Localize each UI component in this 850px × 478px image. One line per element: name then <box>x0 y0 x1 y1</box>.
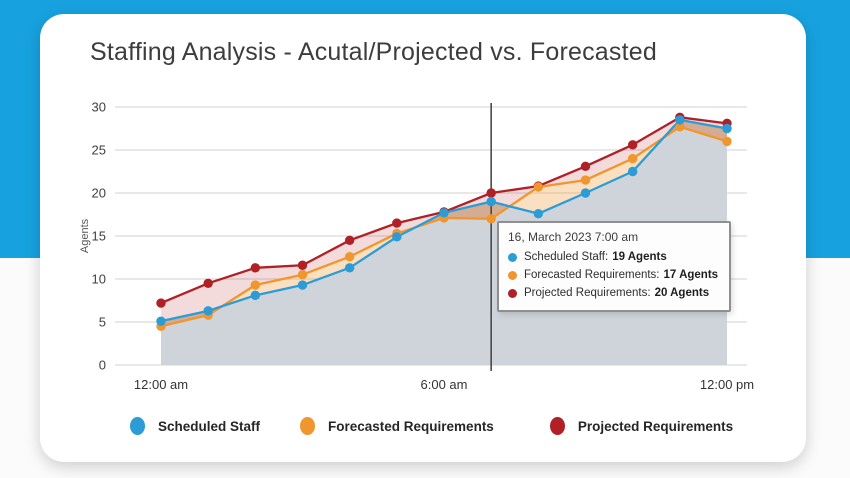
data-point[interactable] <box>722 136 732 147</box>
data-point[interactable] <box>344 251 355 262</box>
data-point[interactable] <box>203 306 213 316</box>
y-tick-label: 0 <box>99 358 106 373</box>
data-point[interactable] <box>486 196 496 207</box>
x-tick-label: 12:00 pm <box>700 377 754 392</box>
tooltip-value: 19 Agents <box>612 251 667 263</box>
data-point[interactable] <box>392 232 402 242</box>
chart-legend: Scheduled Staff Forecasted Requirements … <box>130 417 733 435</box>
data-point[interactable] <box>250 280 261 290</box>
data-point[interactable] <box>156 298 166 308</box>
chart-tooltip: 16, March 2023 7:00 am Scheduled Staff: … <box>497 221 732 313</box>
y-tick-label: 15 <box>92 229 106 244</box>
forecasted-requirements-dot-icon <box>508 271 517 281</box>
y-tick-label: 10 <box>92 272 106 287</box>
data-point[interactable] <box>580 188 591 198</box>
forecasted-requirements-dot-icon <box>300 417 316 435</box>
y-tick-label: 5 <box>99 315 106 330</box>
data-point[interactable] <box>344 235 355 245</box>
legend-label: Forecasted Requirements <box>328 418 494 434</box>
data-point[interactable] <box>250 290 261 301</box>
legend-item-scheduled-staff[interactable]: Scheduled Staff <box>130 417 260 435</box>
data-point[interactable] <box>250 263 261 273</box>
x-tick-label: 12:00 am <box>134 377 188 392</box>
data-point[interactable] <box>486 188 496 198</box>
data-point[interactable] <box>627 140 638 150</box>
y-tick-label: 20 <box>92 186 106 201</box>
data-point[interactable] <box>203 278 213 288</box>
tooltip-value: 17 Agents <box>663 268 719 281</box>
y-axis-title: Agents <box>79 218 91 253</box>
y-tick-label: 30 <box>92 100 106 115</box>
data-point[interactable] <box>486 214 496 224</box>
tooltip-label: Projected Requirements: <box>524 286 651 299</box>
data-point[interactable] <box>627 166 638 177</box>
tooltip-header: 16, March 2023 7:00 am <box>508 230 639 244</box>
tooltip-label: Scheduled Staff: <box>524 251 609 263</box>
legend-item-projected-requirements[interactable]: Projected Requirements <box>549 417 734 435</box>
x-tick-label: 6:00 am <box>421 377 468 392</box>
tooltip-row-scheduled: Scheduled Staff: 19 Agents <box>508 249 718 267</box>
data-point[interactable] <box>580 161 591 172</box>
chart-title: Staffing Analysis - Acutal/Projected vs.… <box>90 38 657 66</box>
data-point[interactable] <box>156 316 166 326</box>
tooltip-row-forecasted: Forecasted Requirements: 17 Agents <box>508 267 718 285</box>
data-point[interactable] <box>297 270 308 280</box>
scheduled-staff-dot-icon <box>130 417 145 435</box>
data-point[interactable] <box>580 175 591 185</box>
data-point[interactable] <box>722 123 732 134</box>
data-point[interactable] <box>297 280 308 290</box>
legend-label: Scheduled Staff <box>158 418 261 434</box>
legend-item-forecasted-requirements[interactable]: Forecasted Requirements <box>300 417 494 435</box>
data-point[interactable] <box>344 263 355 273</box>
tooltip-value: 20 Agents <box>654 286 710 299</box>
data-point[interactable] <box>627 153 638 164</box>
projected-requirements-dot-icon <box>508 289 517 299</box>
data-point[interactable] <box>297 260 308 270</box>
legend-label: Projected Requirements <box>577 418 734 434</box>
tooltip-label: Forecasted Requirements: <box>524 268 660 281</box>
tooltip-row-projected: Projected Requirements: 20 Agents <box>508 285 718 303</box>
projected-requirements-dot-icon <box>549 417 565 435</box>
data-point[interactable] <box>533 182 544 192</box>
data-point[interactable] <box>439 208 449 218</box>
scheduled-staff-dot-icon <box>508 253 517 263</box>
data-point[interactable] <box>675 122 685 132</box>
data-point[interactable] <box>392 218 402 228</box>
data-point[interactable] <box>533 208 544 219</box>
data-point[interactable] <box>675 115 685 125</box>
y-tick-label: 25 <box>92 143 106 158</box>
